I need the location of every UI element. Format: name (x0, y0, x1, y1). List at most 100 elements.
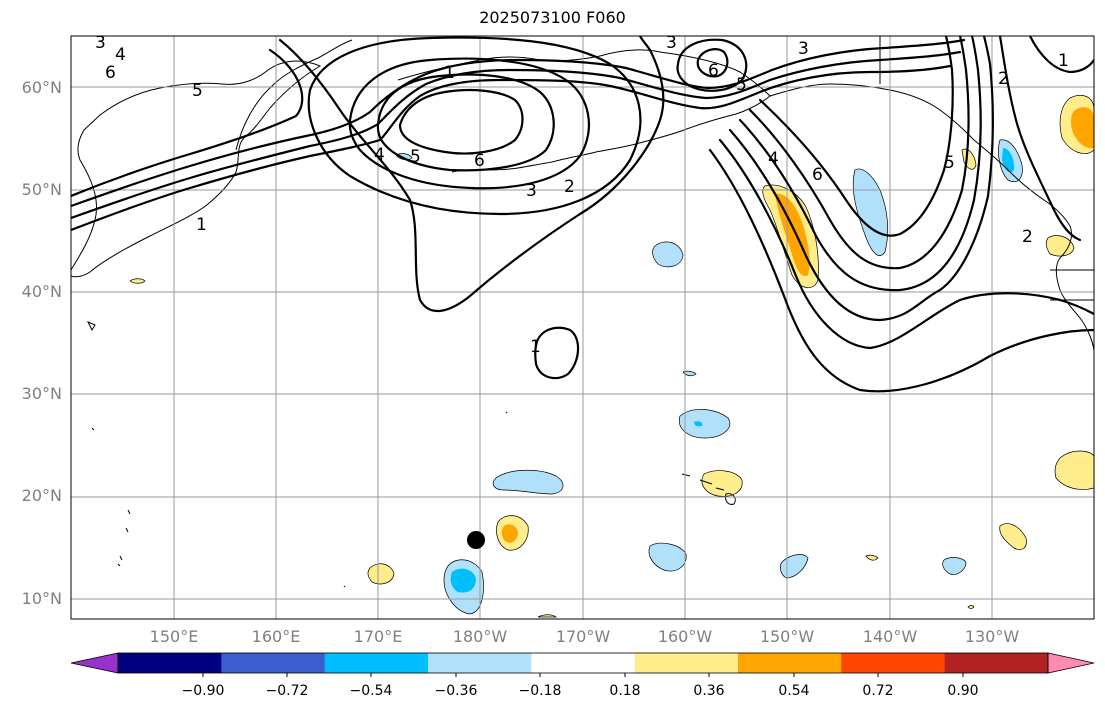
small-islands (86, 321, 508, 588)
asia-coastline (71, 60, 322, 278)
contour-line (738, 36, 982, 292)
latitude-labels: 10°N 20°N 30°N 40°N 50°N 60°N (22, 78, 62, 608)
negative-anomaly-core (450, 568, 476, 593)
contour-line (676, 38, 748, 92)
colorbar-tick-label: −0.72 (266, 683, 309, 699)
contour-line (728, 36, 994, 322)
colorbar-bin (531, 653, 636, 673)
colorbar-tick-label: −0.90 (182, 683, 225, 699)
contour-label: 6 (105, 63, 116, 83)
lat-label: 60°N (22, 78, 62, 97)
contour-label: 4 (115, 45, 126, 65)
positive-anomaly-area (1045, 235, 1075, 257)
colorbar-extend-low (70, 652, 119, 674)
contour-line (708, 148, 1094, 393)
positive-anomaly-core (1071, 107, 1094, 149)
contour-label: 5 (944, 153, 955, 173)
map-plot-area: 3 4 6 5 1 4 5 6 3 2 1 1 3 6 5 3 4 6 1 2 … (71, 33, 1094, 619)
lat-label: 50°N (22, 180, 62, 199)
negative-anomaly-area (652, 241, 684, 268)
contour-label: 1 (196, 215, 207, 235)
contour-label: 5 (192, 81, 203, 101)
colorbar-bin (221, 653, 326, 673)
lon-label: 160°W (658, 627, 713, 646)
lon-label: 150°E (150, 627, 199, 646)
negative-anomaly-area (682, 370, 697, 377)
map-frame (70, 35, 1095, 620)
lat-label: 20°N (22, 486, 62, 505)
lon-label: 180°W (453, 627, 508, 646)
contour-label: 6 (708, 61, 719, 81)
contour-line (534, 326, 580, 380)
contour-line (307, 36, 642, 216)
anomaly-shading (129, 95, 1094, 618)
lon-label: 160°E (252, 627, 301, 646)
hawaii-islands (681, 473, 736, 505)
lon-label: 170°W (556, 627, 611, 646)
contour-label: 1 (530, 337, 541, 357)
colorbar-bin (324, 653, 429, 673)
positive-anomaly-area (865, 554, 879, 561)
contour-line (758, 36, 954, 237)
contour-labels: 3 4 6 5 1 4 5 6 3 2 1 1 3 6 5 3 4 6 1 2 … (95, 33, 1069, 357)
contour-label: 3 (526, 181, 537, 201)
positive-anomaly-core (501, 524, 518, 543)
contour-line (398, 88, 524, 155)
positive-anomaly-area (967, 605, 975, 609)
positive-anomaly-area (999, 523, 1027, 550)
contour-label: 3 (666, 33, 677, 53)
lat-label: 30°N (22, 384, 62, 403)
contour-line (696, 48, 729, 78)
contour-line (71, 64, 952, 232)
contour-line (71, 50, 962, 220)
positive-anomaly-area (367, 563, 395, 585)
contour-line (348, 57, 590, 190)
lon-label: 130°W (965, 627, 1020, 646)
colorbar-bin (944, 653, 1049, 673)
contour-label: 2 (998, 69, 1009, 89)
graticule (71, 36, 1094, 619)
contour-label: 4 (768, 149, 779, 169)
contour-label: 5 (736, 75, 747, 95)
colorbar-bin (841, 653, 946, 673)
negative-anomaly-area (648, 542, 687, 572)
negative-anomaly-area (942, 557, 967, 575)
contour-label: 1 (1058, 51, 1069, 71)
colorbar-tick-label: 0.90 (947, 683, 978, 699)
colorbar-tick-label: −0.54 (350, 683, 393, 699)
colorbar-tick-label: −0.18 (519, 683, 562, 699)
colorbar (70, 652, 1095, 674)
positive-anomaly-core (775, 193, 810, 276)
positive-anomaly-area (537, 614, 558, 618)
colorbar-tick-label: 0.36 (693, 683, 724, 699)
contour-label: 6 (474, 151, 485, 171)
negative-anomaly-core (694, 421, 703, 427)
contour-line (71, 38, 966, 208)
contour-line (748, 36, 970, 270)
lat-label: 40°N (22, 282, 62, 301)
lon-label: 150°W (760, 627, 815, 646)
map-title: 2025073100 F060 (479, 8, 626, 27)
contour-label: 5 (410, 147, 421, 167)
kamchatka-coastline (235, 39, 353, 151)
colorbar-tick-labels: −0.90 −0.72 −0.54 −0.36 −0.18 0.18 0.36 0.54 0.7… (182, 673, 979, 699)
positive-anomaly-area (1054, 450, 1094, 490)
contour-lines (71, 36, 1094, 393)
contour-line (71, 48, 304, 198)
lat-label: 10°N (22, 589, 62, 608)
contour-line (1028, 36, 1094, 74)
contour-label: 2 (564, 177, 575, 197)
colorbar-bin (118, 653, 222, 673)
colorbar-frame (117, 652, 1049, 674)
contour-line (718, 138, 1094, 350)
contour-label: 6 (812, 165, 823, 185)
contour-label: 4 (374, 145, 385, 165)
colorbar-tick-label: 0.18 (609, 683, 640, 699)
contour-line (376, 73, 555, 172)
lon-label: 140°W (863, 627, 918, 646)
negative-anomaly-core (1002, 148, 1015, 173)
positive-anomaly-area (701, 470, 743, 497)
positive-anomaly-area (129, 278, 146, 284)
contour-label: 1 (444, 63, 455, 83)
